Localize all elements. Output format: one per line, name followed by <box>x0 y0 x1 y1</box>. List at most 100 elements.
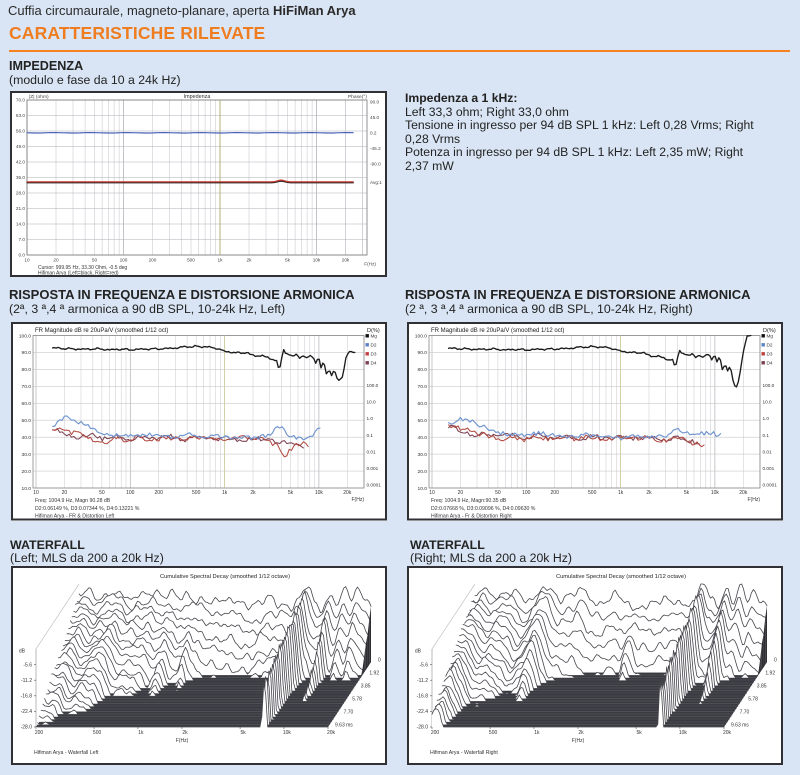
svg-text:20.0: 20.0 <box>21 469 31 475</box>
svg-text:10: 10 <box>429 490 435 496</box>
svg-text:30.0: 30.0 <box>21 452 31 458</box>
svg-text:Avg:1: Avg:1 <box>370 180 382 185</box>
svg-text:2k: 2k <box>250 490 256 496</box>
svg-text:100.0: 100.0 <box>763 383 775 388</box>
svg-text:90.0: 90.0 <box>21 350 31 356</box>
svg-text:50.0: 50.0 <box>21 418 31 424</box>
svg-text:28.0: 28.0 <box>16 191 26 196</box>
svg-text:0.001: 0.001 <box>763 466 775 471</box>
svg-text:F(Hz): F(Hz) <box>352 497 365 503</box>
svg-text:50.0: 50.0 <box>417 418 427 424</box>
svg-text:40.0: 40.0 <box>417 435 427 441</box>
svg-text:200: 200 <box>155 490 164 496</box>
svg-text:D2: D2 <box>767 343 773 348</box>
svg-text:20: 20 <box>53 258 59 263</box>
svg-text:200: 200 <box>35 730 44 736</box>
svg-text:100.0: 100.0 <box>415 333 428 339</box>
svg-text:10.0: 10.0 <box>763 400 773 405</box>
svg-text:40.0: 40.0 <box>21 435 31 441</box>
svg-text:-16.8: -16.8 <box>21 694 33 700</box>
svg-text:0.0001: 0.0001 <box>367 483 382 488</box>
svg-text:Freq: 1004.9 Hz, Magn 90.28 d: Freq: 1004.9 Hz, Magn 90.28 dB <box>35 498 111 504</box>
svg-text:10k: 10k <box>313 258 321 263</box>
svg-text:20.0: 20.0 <box>417 469 427 475</box>
svg-text:5k: 5k <box>285 258 291 263</box>
svg-text:10.0: 10.0 <box>21 486 31 492</box>
svg-text:1k: 1k <box>222 490 228 496</box>
svg-text:7.70: 7.70 <box>740 710 750 716</box>
svg-text:35.0: 35.0 <box>16 175 26 180</box>
svg-text:D2:0.07668 %, D3:0.09096 %,: D2:0.07668 %, D3:0.09096 %, D4:0.09630 % <box>431 506 536 512</box>
svg-text:10.0: 10.0 <box>417 486 427 492</box>
svg-text:100: 100 <box>126 490 135 496</box>
svg-text:dB: dB <box>415 649 422 655</box>
svg-text:1k: 1k <box>618 490 624 496</box>
svg-text:Hifiman Arya - Fr & Distortion: Hifiman Arya - Fr & Distortion Right <box>431 514 512 520</box>
svg-text:45.0: 45.0 <box>370 115 380 120</box>
svg-text:0.1: 0.1 <box>763 433 770 438</box>
svg-text:Cursor: 999.95 Hz, 33.30 Ohm,: Cursor: 999.95 Hz, 33.30 Ohm, -0.5 deg <box>38 265 127 271</box>
svg-text:-5.6: -5.6 <box>23 662 32 668</box>
svg-text:10.0: 10.0 <box>367 400 377 405</box>
svg-text:D2: D2 <box>371 343 377 348</box>
svg-text:F(Hz): F(Hz) <box>572 738 585 744</box>
svg-text:D3: D3 <box>767 352 773 357</box>
svg-text:2k: 2k <box>578 730 584 736</box>
svg-text:-5.6: -5.6 <box>419 662 428 668</box>
svg-text:-90.0: -90.0 <box>370 162 381 167</box>
svg-text:20: 20 <box>458 490 464 496</box>
svg-text:20: 20 <box>62 490 68 496</box>
svg-text:5k: 5k <box>684 490 690 496</box>
svg-text:50: 50 <box>92 258 98 263</box>
svg-text:500: 500 <box>187 258 195 263</box>
svg-text:0: 0 <box>774 658 777 664</box>
svg-text:5k: 5k <box>240 730 246 736</box>
svg-text:-22.4: -22.4 <box>417 709 429 715</box>
svg-text:Hifiman Arya (Left=black, Righ: Hifiman Arya (Left=black, Right=red) <box>38 271 119 277</box>
svg-text:500: 500 <box>489 730 498 736</box>
svg-text:D3: D3 <box>371 352 377 357</box>
svg-text:3.85: 3.85 <box>361 684 371 690</box>
svg-text:-11.2: -11.2 <box>417 678 428 684</box>
svg-text:90.0: 90.0 <box>370 100 380 105</box>
svg-text:-45.2: -45.2 <box>370 146 381 151</box>
svg-text:1.92: 1.92 <box>369 671 379 677</box>
svg-text:10: 10 <box>33 490 39 496</box>
svg-text:100.0: 100.0 <box>19 333 32 339</box>
svg-text:FR Magnitude dB re 20uPa/V (sm: FR Magnitude dB re 20uPa/V (smoothed 1/1… <box>431 328 564 334</box>
svg-text:2k: 2k <box>182 730 188 736</box>
svg-text:0.1: 0.1 <box>367 433 374 438</box>
svg-text:20k: 20k <box>723 730 732 736</box>
svg-text:500: 500 <box>588 490 597 496</box>
svg-text:0.0001: 0.0001 <box>763 483 778 488</box>
svg-text:D(%): D(%) <box>367 328 380 334</box>
svg-text:2k: 2k <box>646 490 652 496</box>
svg-text:20k: 20k <box>343 490 352 496</box>
svg-text:70.0: 70.0 <box>21 384 31 390</box>
svg-text:100: 100 <box>522 490 531 496</box>
svg-text:70.0: 70.0 <box>16 98 26 103</box>
svg-text:-16.8: -16.8 <box>417 694 429 700</box>
svg-text:49.0: 49.0 <box>16 144 26 149</box>
svg-text:80.0: 80.0 <box>21 367 31 373</box>
svg-text:0.01: 0.01 <box>367 450 377 455</box>
svg-text:Phase(°): Phase(°) <box>348 94 367 100</box>
svg-text:1.0: 1.0 <box>367 416 374 421</box>
svg-text:1.0: 1.0 <box>763 416 770 421</box>
svg-text:20k: 20k <box>739 490 748 496</box>
svg-text:80.0: 80.0 <box>417 367 427 373</box>
svg-text:9.63 ms: 9.63 ms <box>731 723 749 729</box>
svg-text:Mg: Mg <box>767 334 774 339</box>
svg-text:21.0: 21.0 <box>16 206 26 211</box>
svg-text:5k: 5k <box>288 490 294 496</box>
svg-text:Cumulative Spectral Decay (smo: Cumulative Spectral Decay (smoothed 1/12… <box>160 574 290 580</box>
svg-text:60.0: 60.0 <box>21 401 31 407</box>
svg-text:F(Hz): F(Hz) <box>176 738 189 744</box>
svg-text:-28.0: -28.0 <box>417 725 429 731</box>
svg-text:100.0: 100.0 <box>367 383 379 388</box>
svg-text:9.63 ms: 9.63 ms <box>335 723 353 729</box>
svg-text:1k: 1k <box>534 730 540 736</box>
svg-text:2k: 2k <box>247 258 253 263</box>
svg-text:3.85: 3.85 <box>757 684 767 690</box>
svg-text:F(Hz): F(Hz) <box>364 262 376 267</box>
